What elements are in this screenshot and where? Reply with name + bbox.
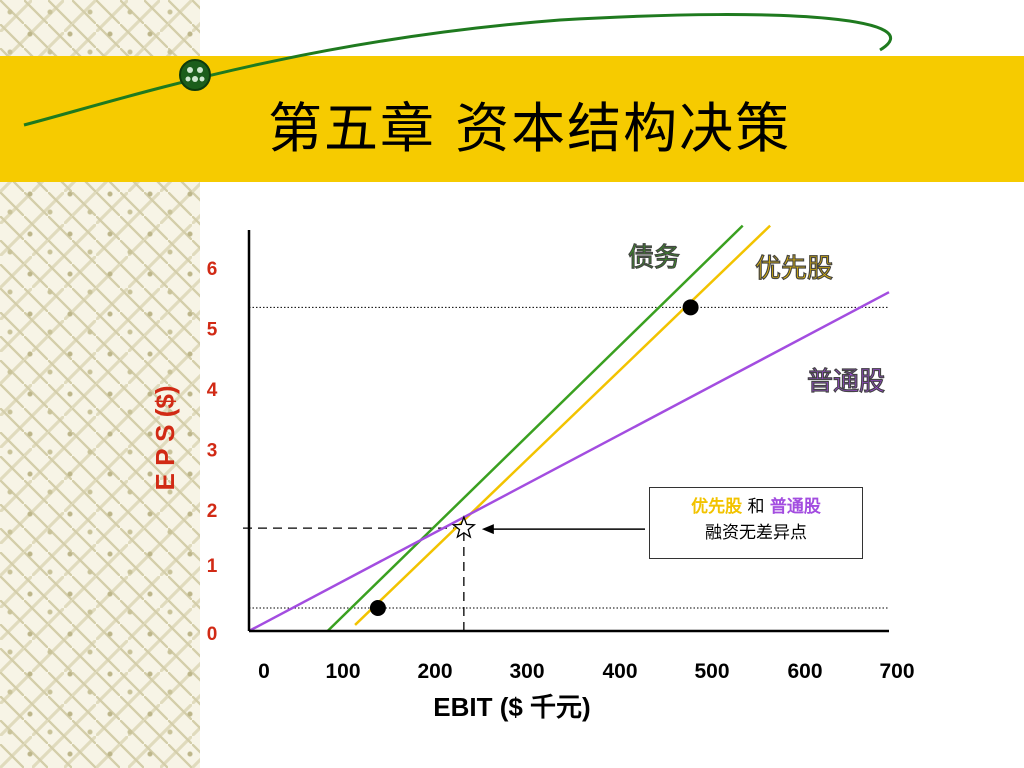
x-tick-label: 600 — [787, 660, 822, 683]
y-tick-label: 0 — [207, 624, 218, 645]
x-tick-label: 100 — [325, 660, 360, 683]
annotation-conjunction-text: 和 — [747, 497, 765, 517]
x-tick-label: 500 — [694, 660, 729, 683]
y-tick-label: 3 — [207, 441, 218, 462]
title-band — [0, 56, 1024, 182]
x-tick-label: 400 — [602, 660, 637, 683]
indifference-point-star-icon — [451, 515, 477, 539]
annotation-arrowhead-icon — [481, 524, 494, 535]
data-point-marker — [369, 600, 386, 617]
series-label: 普通股 — [807, 366, 885, 397]
series-line — [248, 291, 890, 633]
decorative-bead-dot — [187, 67, 193, 73]
x-tick-label: 200 — [417, 660, 452, 683]
indifference-point-annotation: 优先股 和 普通股 融资无差异点 — [649, 487, 863, 559]
decorative-bead-dot — [199, 76, 205, 82]
y-tick-label: 4 — [207, 380, 218, 401]
series-label: 债务 — [628, 243, 680, 273]
series-line — [354, 224, 772, 626]
decorative-bead-dot — [185, 76, 191, 82]
decorative-bead-dot — [197, 67, 203, 73]
x-tick-label: 700 — [879, 660, 914, 683]
y-tick-label: 1 — [207, 556, 218, 577]
decorative-bead-icon — [179, 59, 211, 91]
y-tick-label: 2 — [207, 501, 218, 522]
x-axis-title: EBIT ($ 千元) — [433, 692, 590, 722]
y-tick-label: 5 — [207, 320, 218, 341]
data-point-marker — [682, 299, 699, 316]
annotation-preferred-text: 优先股 — [691, 497, 743, 517]
slide-title: 第五章 资本结构决策 — [268, 97, 792, 160]
annotation-common-text: 普通股 — [769, 497, 821, 517]
series-label: 优先股 — [755, 254, 833, 284]
x-tick-label: 300 — [509, 660, 544, 683]
annotation-line2: 融资无差异点 — [705, 523, 807, 543]
x-tick-label: 0 — [258, 660, 270, 683]
decorative-swoosh — [23, 13, 893, 127]
series-line — [326, 224, 744, 632]
y-tick-label: 6 — [207, 259, 218, 280]
decorative-bead-dot — [192, 76, 198, 82]
y-axis-title: E P S ($) — [150, 385, 180, 490]
